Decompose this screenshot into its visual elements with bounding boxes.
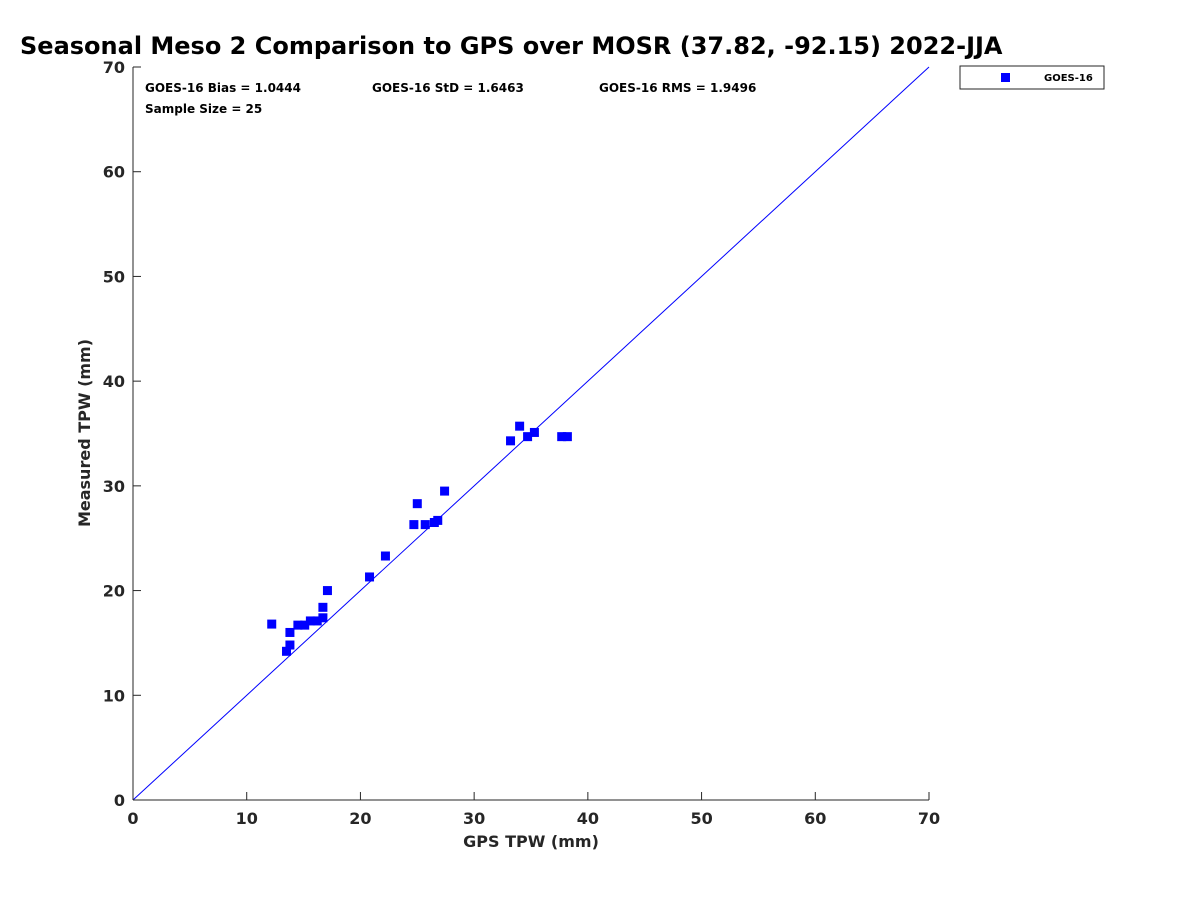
data-point — [282, 646, 292, 656]
legend: GOES-16 — [959, 65, 1105, 90]
data-point — [440, 486, 450, 496]
data-point — [322, 586, 332, 596]
y-tick-label: 20 — [103, 582, 125, 601]
data-point — [506, 436, 516, 446]
data-point — [318, 602, 328, 612]
stat-sample-size: Sample Size = 25 — [145, 102, 262, 116]
data-point — [420, 520, 430, 530]
data-point — [300, 620, 310, 630]
y-tick-label: 50 — [103, 267, 125, 286]
data-point — [409, 520, 419, 530]
data-point — [267, 619, 277, 629]
x-tick-label: 50 — [690, 809, 712, 828]
y-tick-label: 10 — [103, 686, 125, 705]
y-tick-label: 60 — [103, 163, 125, 182]
data-point — [318, 613, 328, 623]
data-point — [380, 551, 390, 561]
data-point — [293, 620, 303, 630]
data-point — [562, 432, 572, 442]
data-point — [285, 640, 295, 650]
x-axis-label: GPS TPW (mm) — [463, 832, 599, 851]
x-tick-label: 10 — [236, 809, 258, 828]
legend-box — [959, 65, 1105, 90]
x-tick-label: 40 — [577, 809, 599, 828]
stat-std: GOES-16 StD = 1.6463 — [372, 81, 524, 95]
data-point — [557, 432, 567, 442]
x-axis-ticks: 0 10 20 30 40 50 60 70 — [127, 792, 940, 828]
data-point — [305, 616, 315, 626]
y-axis-ticks: 0 10 20 30 40 50 60 70 — [103, 58, 141, 810]
y-tick-label: 30 — [103, 477, 125, 496]
data-point — [312, 616, 322, 626]
y-tick-label: 0 — [114, 791, 125, 810]
x-tick-label: 0 — [127, 809, 138, 828]
y-tick-label: 70 — [103, 58, 125, 77]
data-point — [529, 427, 539, 437]
plot-area — [132, 66, 930, 801]
stat-rms: GOES-16 RMS = 1.9496 — [599, 81, 756, 95]
data-point — [433, 515, 443, 525]
data-point — [365, 572, 375, 582]
x-tick-label: 70 — [918, 809, 940, 828]
legend-label-goes-16: GOES-16 — [1044, 73, 1093, 84]
y-axis-label: Measured TPW (mm) — [75, 339, 94, 527]
data-points — [267, 421, 572, 656]
chart-title: Seasonal Meso 2 Comparison to GPS over M… — [20, 32, 1003, 60]
data-point — [412, 499, 422, 509]
data-point — [285, 627, 295, 637]
data-point — [523, 432, 533, 442]
x-tick-label: 30 — [463, 809, 485, 828]
legend-marker-goes-16 — [1001, 73, 1010, 82]
data-point — [515, 421, 525, 431]
y-tick-label: 40 — [103, 372, 125, 391]
stat-bias: GOES-16 Bias = 1.0444 — [145, 81, 301, 95]
x-tick-label: 60 — [804, 809, 826, 828]
x-tick-label: 20 — [349, 809, 371, 828]
